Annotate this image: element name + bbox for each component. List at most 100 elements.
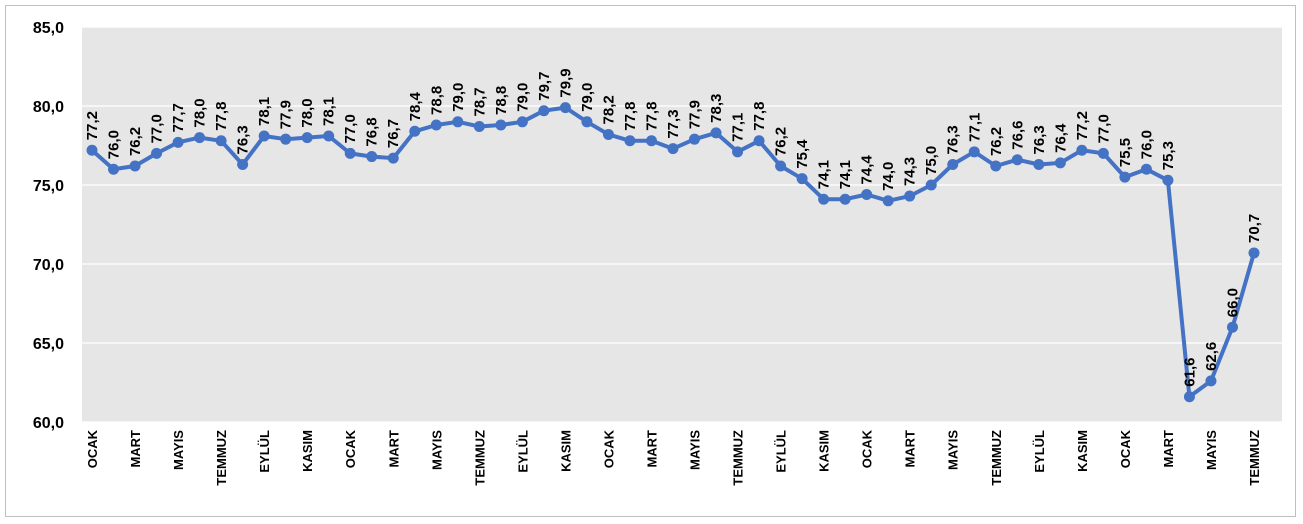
data-label: 79,0: [450, 83, 467, 112]
data-point: [1011, 154, 1023, 166]
data-point: [1183, 391, 1195, 403]
data-point: [818, 193, 830, 205]
data-point: [968, 146, 980, 158]
data-point: [775, 160, 787, 172]
data-label: 76,7: [385, 119, 402, 148]
data-label: 75,3: [1160, 141, 1177, 170]
x-tick-label: MAYIS: [1204, 430, 1219, 470]
data-label: 78,0: [299, 98, 316, 127]
x-tick-label: TEMMUZ: [1247, 430, 1262, 486]
data-point: [108, 163, 120, 175]
data-point: [990, 160, 1002, 172]
data-point: [559, 102, 571, 114]
data-label: 77,8: [213, 102, 230, 131]
data-point: [1140, 163, 1152, 175]
x-tick-label: MART: [644, 430, 659, 468]
data-label: 77,0: [149, 114, 166, 143]
data-label: 77,2: [1074, 111, 1091, 140]
data-label: 61,6: [1181, 358, 1198, 387]
x-tick-label: EYLÜL: [774, 430, 789, 473]
data-label: 74,0: [880, 162, 897, 191]
x-tick-label: EYLÜL: [515, 430, 530, 473]
x-tick-label: MAYIS: [688, 430, 703, 470]
data-label: 77,3: [665, 109, 682, 138]
data-label: 78,0: [192, 98, 209, 127]
data-point: [387, 152, 399, 164]
data-label: 74,1: [837, 160, 854, 189]
data-point: [323, 130, 335, 142]
data-point: [689, 133, 701, 145]
x-tick-label: TEMMUZ: [214, 430, 229, 486]
data-point: [129, 160, 141, 172]
data-point: [344, 147, 356, 159]
x-tick-label: KASIM: [817, 430, 832, 472]
data-label: 76,0: [1138, 130, 1155, 159]
data-point: [732, 146, 744, 158]
data-label: 77,1: [730, 113, 747, 142]
y-tick-label: 60,0: [33, 415, 64, 432]
data-label: 74,1: [816, 160, 833, 189]
data-label: 79,0: [579, 83, 596, 112]
data-label: 78,1: [321, 97, 338, 126]
data-label: 70,7: [1246, 214, 1263, 243]
data-point: [710, 127, 722, 139]
data-label: 78,3: [708, 94, 725, 123]
data-point: [473, 121, 485, 133]
data-point: [538, 105, 550, 117]
x-tick-label: OCAK: [1118, 429, 1133, 468]
x-axis-ticks: OCAK MART MAYIS TEMMUZ EYLÜL KASIM OCAK MART MAY…: [85, 429, 1262, 485]
data-label: 76,6: [1009, 121, 1026, 150]
y-axis-ticks: 60,0 65,0 70,0 75,0 80,0 85,0: [33, 20, 64, 432]
x-tick-label: OCAK: [85, 429, 100, 468]
data-label: 79,9: [557, 68, 574, 97]
data-point: [86, 144, 98, 156]
data-label: 76,4: [1052, 123, 1069, 153]
data-point: [624, 135, 636, 147]
x-tick-label: OCAK: [601, 429, 616, 468]
data-point: [1033, 158, 1045, 170]
data-label: 77,2: [84, 111, 101, 140]
data-label: 77,8: [643, 102, 660, 131]
data-point: [516, 116, 528, 128]
x-tick-label: MAYIS: [429, 430, 444, 470]
data-point: [581, 116, 593, 128]
data-point: [495, 119, 507, 131]
x-tick-label: MART: [128, 430, 143, 468]
data-point: [904, 190, 916, 202]
gridlines: [82, 26, 1282, 423]
data-point: [602, 128, 614, 140]
data-point: [237, 158, 249, 170]
data-point: [366, 151, 378, 163]
data-label: 77,9: [687, 100, 704, 129]
data-point: [667, 143, 679, 155]
data-point: [1097, 147, 1109, 159]
data-label: 76,2: [127, 127, 144, 156]
data-point: [925, 179, 937, 191]
data-label: 78,4: [407, 91, 424, 121]
data-label: 75,0: [923, 146, 940, 175]
x-tick-label: EYLÜL: [257, 430, 272, 473]
data-point: [280, 133, 292, 145]
data-point: [430, 119, 442, 131]
data-label: 79,0: [514, 83, 531, 112]
data-label: 79,7: [536, 72, 553, 101]
data-point: [861, 188, 873, 200]
x-tick-label: EYLÜL: [1032, 430, 1047, 473]
data-label: 76,0: [106, 130, 123, 159]
plot-area: [82, 27, 1282, 422]
data-point: [409, 125, 421, 137]
data-point: [301, 132, 313, 144]
data-label: 78,1: [256, 97, 273, 126]
data-label: 78,2: [600, 95, 617, 124]
data-point: [796, 173, 808, 185]
x-tick-label: OCAK: [860, 429, 875, 468]
x-tick-label: MART: [386, 430, 401, 468]
data-label: 76,3: [1031, 125, 1048, 154]
data-point: [452, 116, 464, 128]
data-point: [1119, 171, 1131, 183]
x-tick-label: KASIM: [558, 430, 573, 472]
data-label: 77,0: [342, 114, 359, 143]
x-tick-label: KASIM: [1075, 430, 1090, 472]
x-tick-label: MAYIS: [171, 430, 186, 470]
